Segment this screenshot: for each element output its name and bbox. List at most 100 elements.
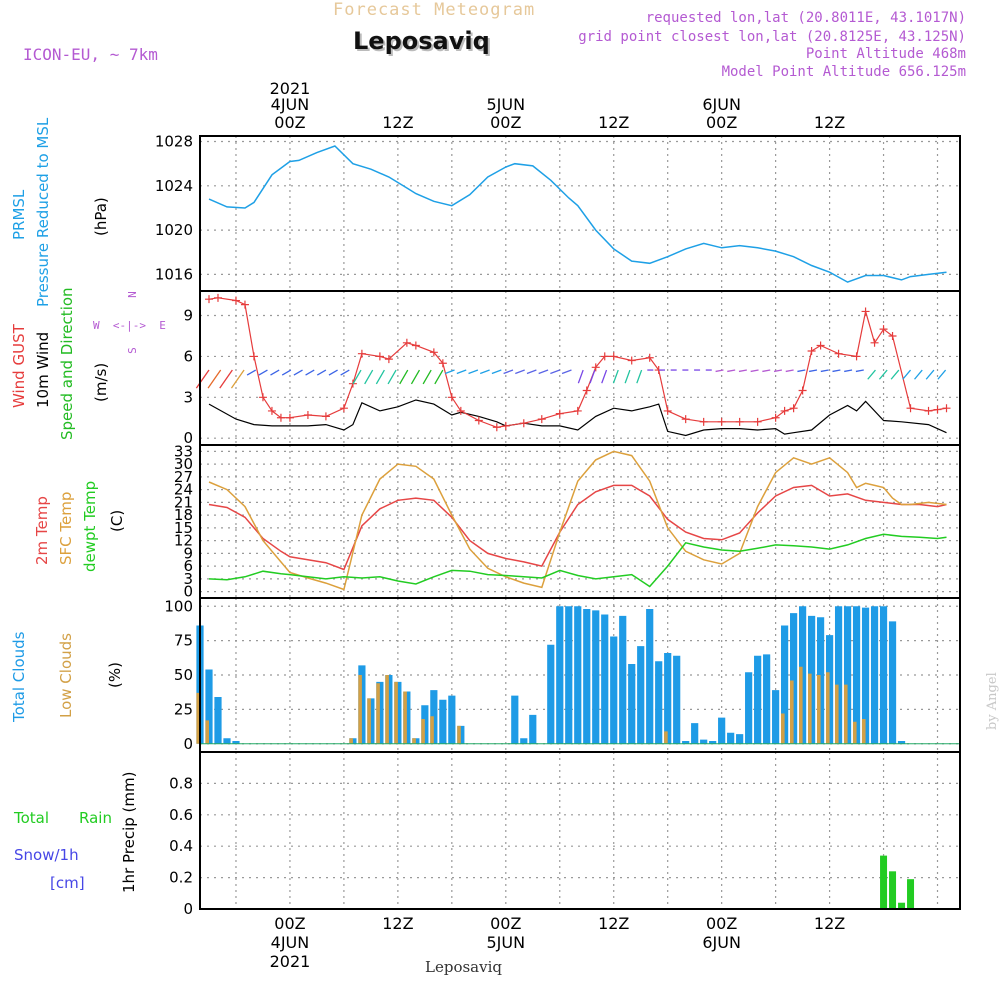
- panel-frame: [199, 135, 961, 292]
- wind-gust-marker: [789, 404, 798, 413]
- total-cloud-bar: [691, 723, 699, 744]
- wind-gust-marker: [276, 413, 285, 422]
- wind-direction-arrow: [612, 369, 619, 384]
- wind-direction-arrow: [785, 369, 794, 373]
- bottom-axis-label: 5JUN: [487, 933, 526, 952]
- total-cloud-bar: [574, 606, 582, 744]
- total-cloud-bar: [736, 734, 744, 744]
- wind-direction-arrow: [601, 369, 608, 384]
- wind-gust-marker: [753, 417, 762, 426]
- wind-gust-marker: [627, 356, 636, 365]
- wind-direction-arrow: [589, 369, 596, 384]
- wind-gust-marker: [285, 413, 294, 422]
- total-cloud-bar: [214, 697, 222, 744]
- low-cloud-bar: [781, 713, 785, 744]
- y-tick-label: 1016: [155, 265, 193, 283]
- low-cloud-bar: [376, 683, 380, 744]
- wind-gust-marker: [231, 296, 240, 305]
- total-cloud-bar: [682, 741, 690, 744]
- wind-gust-marker: [303, 411, 312, 420]
- total-cloud-bar: [223, 738, 231, 744]
- wind-gust-marker: [879, 325, 888, 334]
- wind-direction-arrow: [624, 369, 631, 384]
- wind-gust-marker: [429, 348, 438, 357]
- wind-direction-arrow: [468, 369, 479, 375]
- bottom-axis-label: 4JUN: [271, 933, 310, 952]
- wind-gust-marker: [474, 416, 483, 425]
- total-cloud-bar: [790, 613, 798, 744]
- total-cloud-bar: [718, 717, 726, 744]
- top-axis-label: 2021: [270, 79, 311, 98]
- panel-frame: [199, 444, 961, 599]
- y-tick-label: 24: [174, 481, 193, 499]
- y-tick-label: 0: [183, 735, 193, 753]
- low-cloud-bar: [790, 680, 794, 744]
- low-cloud-bar: [852, 721, 857, 744]
- wind-direction-arrow: [352, 369, 362, 385]
- wind-gust-marker: [501, 421, 510, 430]
- cm-label: [cm]: [50, 874, 85, 892]
- total-cloud-bar: [843, 606, 852, 744]
- y-tick-label: 12: [174, 532, 193, 550]
- wind-direction-arrow: [305, 369, 315, 376]
- top-axis-label: 00Z: [490, 113, 521, 132]
- y-tick-label: 0.8: [169, 774, 193, 792]
- wind-speed-line: [208, 399, 947, 437]
- total-cloud-bar: [700, 739, 708, 744]
- model-label: ICON-EU, ~ 7km: [23, 45, 158, 64]
- wind-gust-marker: [213, 293, 222, 302]
- wind-direction-arrow: [316, 369, 327, 376]
- bottom-axis-label: 12Z: [814, 914, 845, 933]
- low-cloud-bar: [834, 684, 839, 744]
- low-cloud-bar: [430, 716, 434, 744]
- wind-gust-marker: [357, 349, 366, 358]
- total-cloud-bar: [852, 606, 861, 744]
- wind-direction-arrow: [515, 369, 525, 375]
- total-cloud-bar: [709, 741, 717, 744]
- total-cloud-bar: [448, 695, 456, 744]
- wind-gust-marker: [600, 352, 609, 361]
- wind-gust-marker: [204, 295, 213, 304]
- wind-direction-arrow: [738, 369, 747, 373]
- wind-gust-line: [208, 297, 947, 428]
- temp2m-line: [208, 484, 947, 571]
- wind-direction-arrow: [797, 369, 806, 373]
- wind-direction-arrow: [230, 369, 245, 389]
- wind-gust-marker: [699, 417, 708, 426]
- y-tick-label: 33: [174, 442, 193, 460]
- bottom-axis-label: 12Z: [382, 914, 413, 933]
- low-cloud-bar: [394, 681, 398, 744]
- wind-direction-arrow: [937, 369, 947, 380]
- low-cloud-bar: [799, 666, 803, 744]
- wind-direction-arrow: [503, 369, 514, 375]
- wind-gust-marker: [870, 338, 879, 347]
- y-tick-label: 3: [183, 570, 193, 588]
- low-cloud-bar: [196, 692, 200, 744]
- total-cloud-bar: [592, 610, 600, 744]
- total-cloud-bar: [745, 672, 753, 744]
- wind-gust-marker: [933, 405, 942, 414]
- y-tick-label: 9: [183, 307, 193, 325]
- top-axis-label: 12Z: [382, 113, 413, 132]
- y-tick-label: 18: [174, 506, 193, 524]
- location-title: Leposaviq: [353, 27, 490, 55]
- wind-direction-arrow: [456, 369, 467, 375]
- top-axis-label: 00Z: [274, 113, 305, 132]
- bottom-axis-label: 00Z: [274, 914, 305, 933]
- total-cloud-bar: [772, 690, 780, 744]
- wind-gust-marker: [735, 417, 744, 426]
- y-tick-label: 0.4: [169, 837, 193, 855]
- pressure-line: [208, 145, 947, 283]
- total-cloud-bar: [520, 738, 528, 744]
- rain-bar: [898, 902, 906, 909]
- bottom-axis-label: 12Z: [598, 914, 629, 933]
- wind-gust-marker: [609, 352, 618, 361]
- footer-location: Leposaviq: [425, 958, 502, 976]
- wind-gust-marker: [771, 413, 780, 422]
- low-cloud-bar: [205, 720, 209, 744]
- wind-direction-arrow: [844, 369, 853, 373]
- y-tick-label: 1028: [155, 133, 193, 151]
- total-cloud-bar: [870, 606, 879, 744]
- low-cloud-bar: [412, 738, 416, 744]
